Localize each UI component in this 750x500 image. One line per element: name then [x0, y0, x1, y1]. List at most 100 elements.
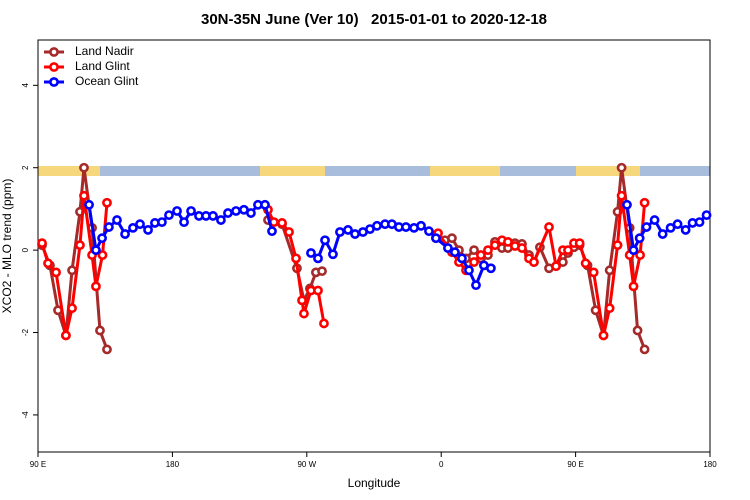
- point: [517, 243, 527, 253]
- ocean-band: [38, 166, 710, 176]
- point: [102, 197, 112, 208]
- point: [95, 325, 105, 336]
- point: [179, 217, 189, 228]
- point: [91, 245, 101, 256]
- legend-label: Land Glint: [75, 59, 130, 73]
- point: [297, 295, 307, 306]
- point: [450, 247, 460, 258]
- point: [223, 208, 233, 218]
- x-tick-label: 0: [439, 460, 444, 469]
- point: [424, 226, 434, 237]
- point: [79, 162, 89, 173]
- point: [634, 233, 645, 244]
- point: [469, 257, 479, 267]
- point: [628, 245, 639, 256]
- point: [43, 258, 53, 269]
- point: [574, 238, 585, 249]
- y-tick-label: 2: [21, 165, 30, 170]
- legend-marker: [49, 47, 59, 57]
- point: [701, 210, 712, 220]
- point: [665, 222, 676, 233]
- point: [632, 325, 643, 336]
- y-tick-label: 0: [21, 247, 30, 252]
- point: [641, 222, 652, 232]
- surface-band: [38, 166, 710, 176]
- land-band: [260, 166, 325, 176]
- x-tick-label: 90 E: [567, 460, 583, 469]
- point: [104, 222, 114, 232]
- point: [680, 225, 691, 235]
- point: [580, 258, 591, 269]
- x-tick-label: 180: [703, 460, 717, 469]
- point: [306, 248, 316, 258]
- y-tick-label: -4: [21, 411, 30, 419]
- point: [551, 261, 561, 272]
- point: [317, 266, 327, 277]
- point: [544, 222, 554, 232]
- x-axis-label: Longitude: [348, 476, 401, 490]
- point: [84, 199, 94, 210]
- point: [431, 233, 441, 244]
- point: [622, 199, 632, 210]
- series: [37, 190, 650, 341]
- legend-label: Land Nadir: [75, 44, 134, 58]
- point: [120, 229, 130, 239]
- point: [313, 285, 323, 296]
- point: [598, 330, 609, 341]
- y-axis-label: XCO2 - MLO trend (ppm): [0, 179, 14, 314]
- point: [97, 250, 108, 260]
- point: [483, 245, 493, 256]
- point: [164, 210, 174, 220]
- point: [320, 235, 330, 246]
- point: [486, 263, 496, 274]
- legend-label: Ocean Glint: [75, 74, 139, 88]
- point: [628, 281, 639, 292]
- point: [246, 208, 256, 218]
- point: [112, 215, 122, 225]
- point: [128, 222, 138, 233]
- point: [604, 265, 615, 276]
- x-tick-label: 90 E: [30, 460, 46, 469]
- point: [490, 240, 500, 251]
- point: [457, 253, 467, 264]
- point: [503, 236, 513, 247]
- point: [186, 206, 196, 216]
- point: [639, 344, 650, 355]
- point: [657, 229, 668, 239]
- point: [75, 240, 85, 251]
- point: [328, 249, 338, 260]
- point: [612, 240, 623, 251]
- point: [616, 162, 627, 173]
- point: [91, 281, 101, 292]
- point: [649, 215, 660, 225]
- point: [416, 220, 426, 231]
- point: [67, 303, 77, 314]
- point: [313, 253, 323, 264]
- point: [267, 226, 277, 237]
- point: [299, 308, 309, 319]
- point: [260, 199, 270, 210]
- point: [37, 238, 47, 249]
- land-band: [576, 166, 640, 176]
- land-band: [430, 166, 500, 176]
- point: [61, 330, 71, 341]
- point: [67, 265, 77, 276]
- point: [172, 206, 182, 216]
- y-tick-label: -2: [21, 328, 30, 336]
- point: [157, 217, 167, 228]
- point: [447, 233, 457, 244]
- x-tick-label: 90 W: [297, 460, 316, 469]
- series: [84, 199, 712, 291]
- point: [476, 250, 486, 260]
- point: [529, 257, 539, 267]
- point: [469, 245, 479, 256]
- point: [350, 229, 360, 239]
- legend-marker: [49, 62, 59, 72]
- point: [616, 190, 627, 201]
- point: [639, 197, 650, 208]
- point: [319, 318, 329, 329]
- point: [51, 267, 61, 278]
- legend-marker: [49, 77, 59, 87]
